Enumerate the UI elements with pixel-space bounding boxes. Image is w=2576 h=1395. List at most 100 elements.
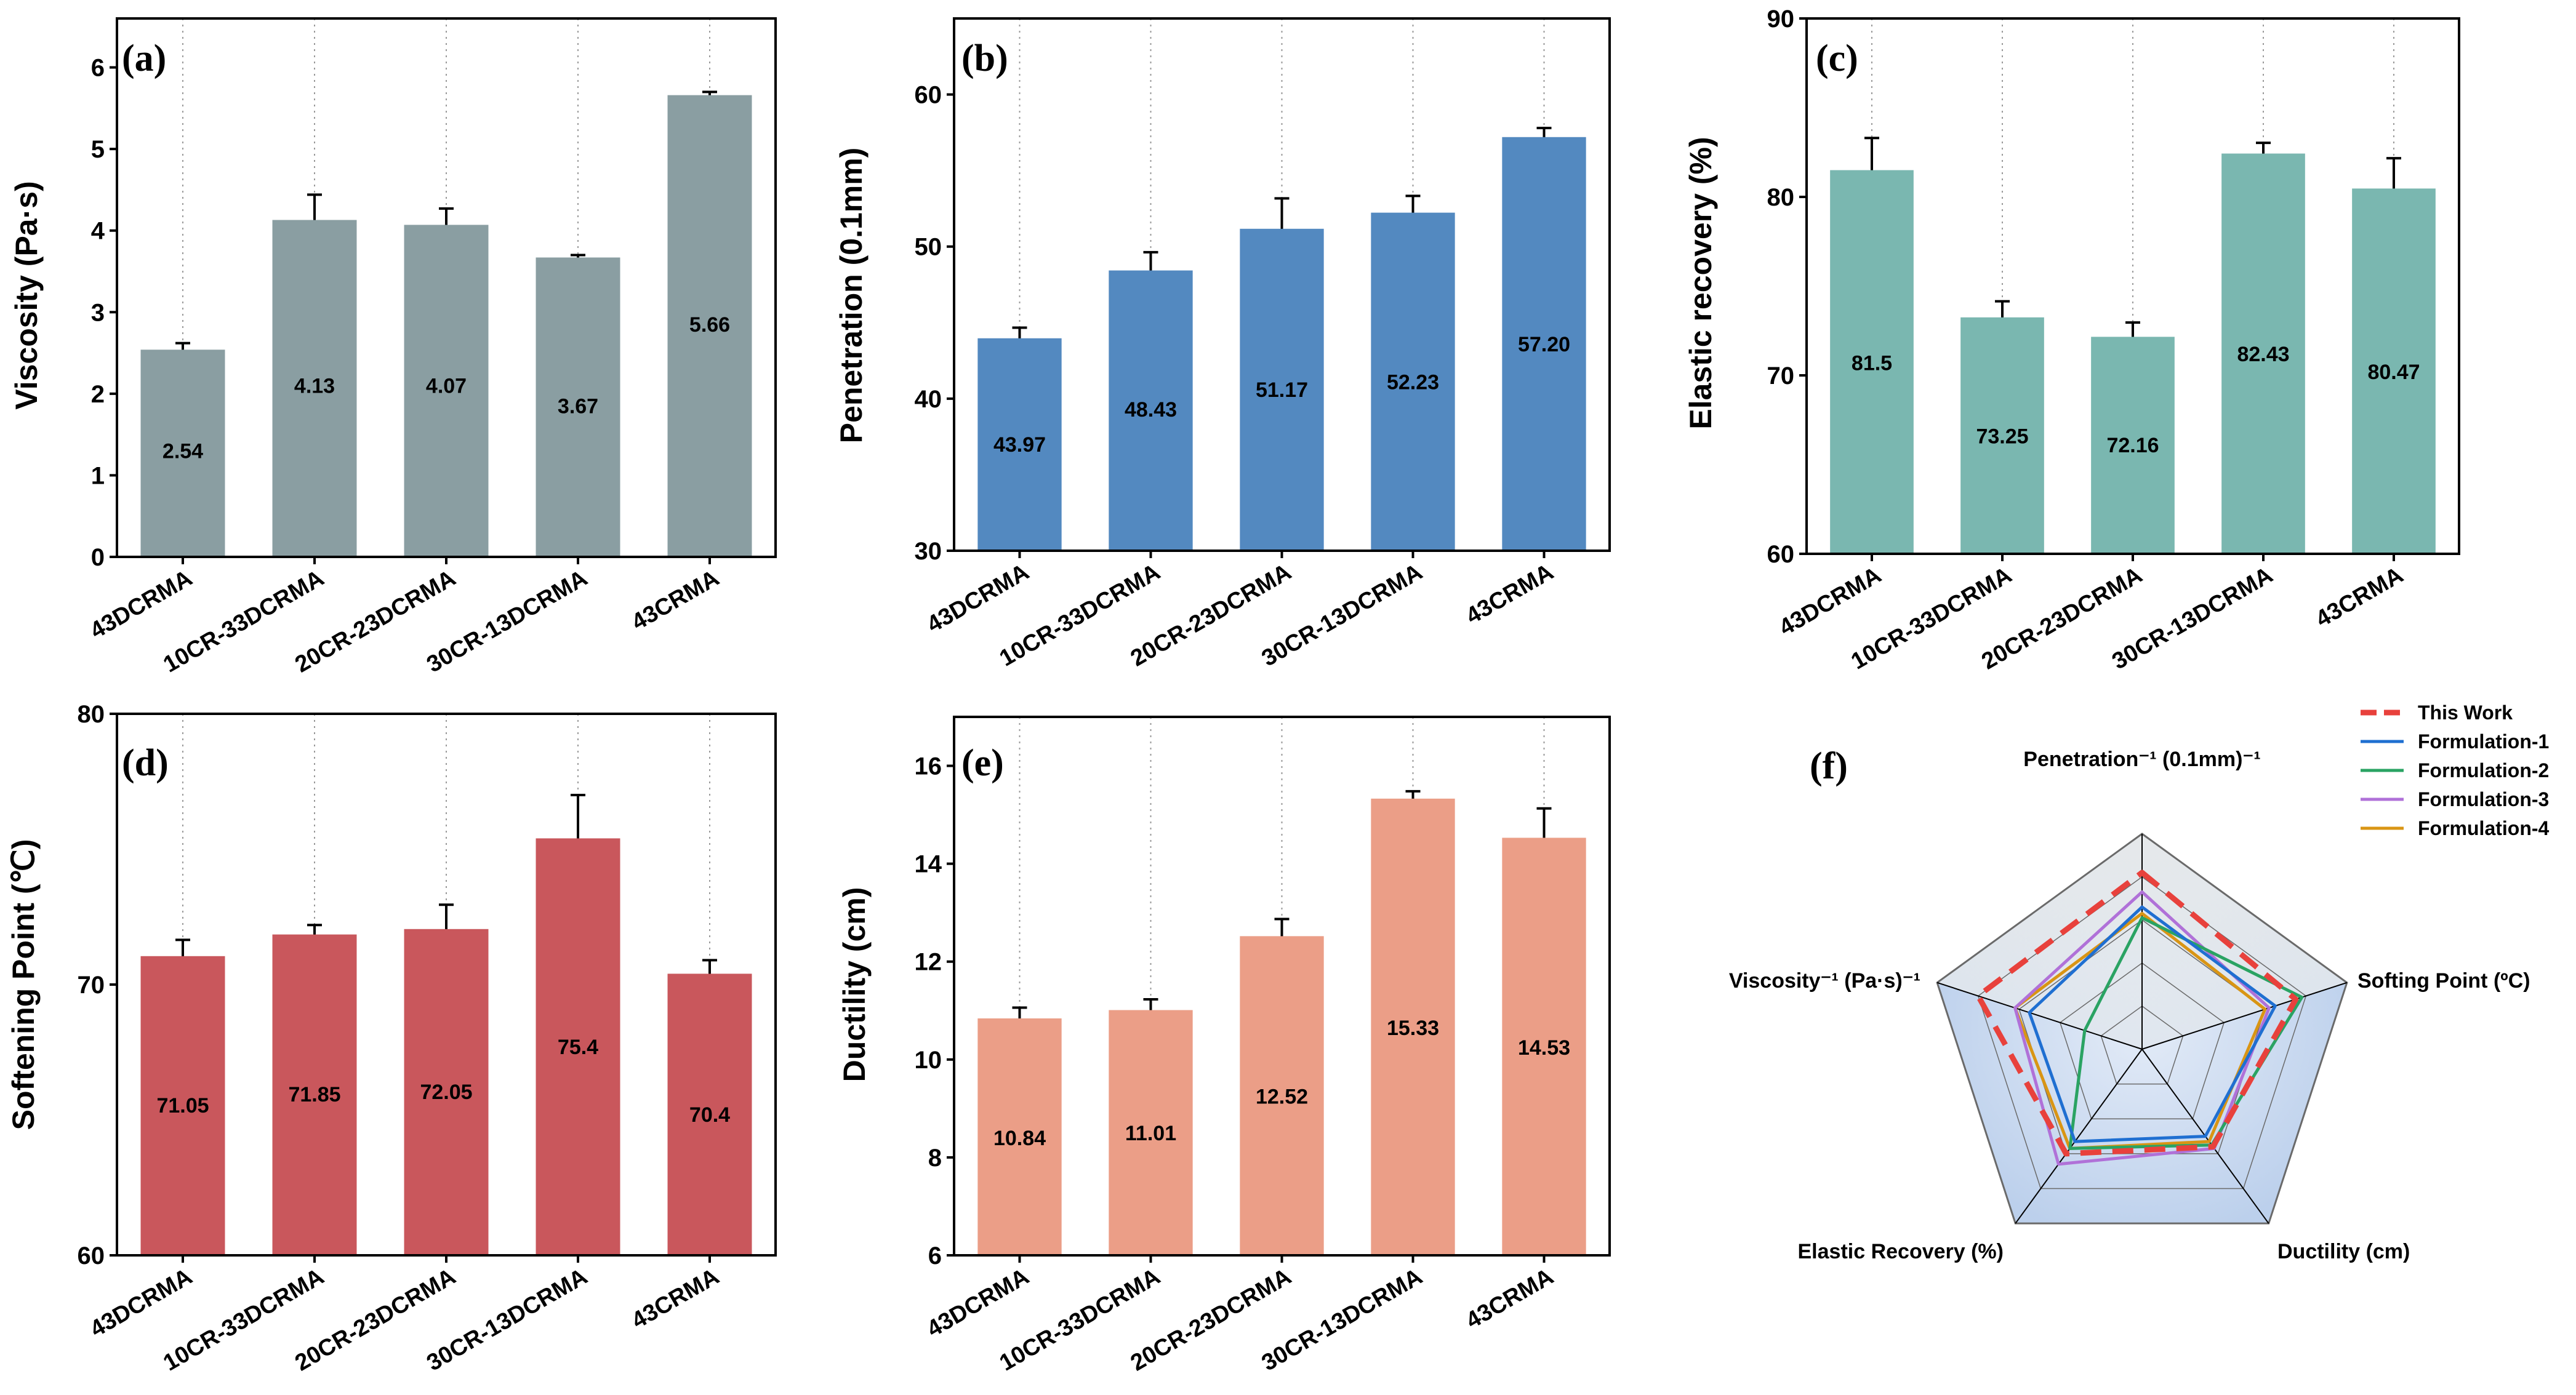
category-label: 43CRMA: [627, 1263, 723, 1333]
radar-axis-label: Viscosity⁻¹ (Pa·s)⁻¹: [1729, 969, 1920, 993]
y-axis-ticks: 60 70 80 90: [1767, 6, 2395, 568]
legend-label: Formulation-2: [2418, 759, 2549, 781]
bar: [2221, 153, 2305, 554]
category-label: 43DCRMA: [923, 1263, 1033, 1342]
y-axis-ticks: 6 8 10 12 14 16: [915, 753, 1546, 1269]
panel-label: (f): [1810, 745, 1848, 787]
bar: [2352, 188, 2436, 554]
panel-label: (d): [122, 742, 169, 784]
bars: [977, 137, 1586, 551]
y-tick-label: 10: [915, 1047, 942, 1074]
bar: [272, 220, 357, 557]
bar: [1109, 1010, 1193, 1255]
value-label: 43.97: [993, 433, 1046, 457]
value-label: 48.43: [1125, 398, 1177, 422]
value-label: 70.4: [689, 1103, 730, 1127]
value-labels: 43.97 48.43 51.17 52.23 57.20: [993, 333, 1570, 457]
y-tick-label: 80: [1767, 184, 1795, 211]
panel-c: 60 70 80 90 43DCRMA10CR-33DCRMA20CR-23DCRMA…: [1683, 6, 2460, 675]
panel-e: 6 8 10 12 14 16 43DCRMA10CR-33DCRMA20CR-23DCR…: [837, 716, 1611, 1377]
y-tick-label: 12: [915, 949, 942, 976]
value-label: 15.33: [1387, 1017, 1439, 1040]
radar-ring: [2100, 1005, 2184, 1085]
bars: [140, 95, 752, 558]
panel-b: 30 40 50 60 43DCRMA10CR-33DCRMA20CR-23DCRMA…: [834, 17, 1611, 672]
y-axis-label: Viscosity (Pa·s): [9, 181, 44, 409]
value-label: 4.07: [426, 375, 467, 398]
value-label: 82.43: [2237, 343, 2289, 366]
category-label: 43CRMA: [627, 565, 723, 635]
y-axis-label: Penetration (0.1mm): [834, 148, 869, 444]
value-label: 5.66: [689, 313, 730, 337]
panel-f: Penetration⁻¹ (0.1mm)⁻¹ Softing Point (ºC…: [1729, 701, 2550, 1263]
bar: [667, 95, 752, 557]
bar: [140, 350, 225, 557]
bar: [1371, 212, 1455, 551]
y-tick-label: 3: [91, 299, 105, 326]
value-labels: 10.84 11.01 12.52 15.33 14.53: [993, 1017, 1570, 1150]
radar-grid: [1936, 833, 2348, 1225]
bars: [977, 798, 1586, 1255]
y-tick-label: 90: [1767, 6, 1795, 33]
value-label: 10.84: [993, 1127, 1046, 1150]
bar: [1502, 837, 1586, 1255]
bar: [404, 225, 489, 558]
value-label: 81.5: [1852, 352, 1892, 375]
bar: [667, 973, 752, 1255]
bar: [1109, 270, 1193, 551]
category-label: 43DCRMA: [923, 559, 1033, 638]
bar: [2091, 337, 2175, 554]
y-tick-label: 70: [78, 972, 105, 999]
y-tick-label: 70: [1767, 362, 1795, 390]
bars: [140, 838, 752, 1255]
value-label: 71.05: [156, 1094, 209, 1117]
y-axis-ticks: 30 40 50 60: [915, 82, 1546, 565]
category-label: 43CRMA: [1462, 1263, 1558, 1333]
y-tick-label: 60: [78, 1242, 105, 1269]
value-label: 3.67: [558, 395, 598, 418]
value-labels: 81.5 73.25 72.16 82.43 80.47: [1852, 343, 2420, 457]
radar-series-line: [2013, 890, 2271, 1166]
radar-axis-label: Softing Point (ºC): [2357, 969, 2530, 993]
x-axis-categories: 43DCRMA10CR-33DCRMA20CR-23DCRMA30CR-13DC…: [1775, 562, 2407, 674]
category-label: 43DCRMA: [1775, 562, 1885, 641]
value-label: 52.23: [1387, 371, 1439, 394]
bar: [140, 956, 225, 1255]
radar-spoke: [2141, 981, 2348, 1050]
value-labels: 2.54 4.13 4.07 3.67 5.66: [163, 313, 730, 463]
radar-spoke: [2015, 1049, 2143, 1224]
value-label: 12.52: [1256, 1085, 1308, 1108]
bar: [1830, 170, 1914, 554]
radar-axis-label: Ductility (cm): [2277, 1240, 2410, 1263]
radar-ring: [1936, 833, 2348, 1225]
value-label: 71.85: [288, 1083, 340, 1106]
bars: [1830, 153, 2436, 554]
bar: [1240, 936, 1324, 1255]
value-label: 72.05: [420, 1081, 472, 1104]
x-axis-categories: 43DCRMA10CR-33DCRMA20CR-23DCRMA30CR-13DC…: [86, 565, 723, 678]
bar: [536, 838, 620, 1255]
x-axis-categories: 43DCRMA10CR-33DCRMA20CR-23DCRMA30CR-13DC…: [86, 1263, 723, 1376]
y-tick-label: 50: [915, 234, 942, 261]
y-tick-label: 40: [915, 386, 942, 413]
legend-label: This Work: [2418, 701, 2513, 724]
legend-label: Formulation-1: [2418, 730, 2549, 753]
y-axis-ticks: 60 70 80: [78, 701, 711, 1269]
category-label: 43DCRMA: [86, 1263, 196, 1342]
y-axis-ticks: 0 1 2 3 4 5 6: [91, 55, 711, 571]
y-tick-label: 4: [91, 218, 105, 245]
legend: This Work Formulation-1 Formulation-2 Formu…: [2361, 701, 2550, 839]
category-label: 43CRMA: [2311, 562, 2407, 632]
y-axis-label: Ductility (cm): [837, 887, 872, 1082]
value-label: 2.54: [163, 440, 203, 463]
bar: [977, 338, 1062, 551]
bar: [404, 929, 489, 1255]
legend-label: Formulation-3: [2418, 788, 2549, 810]
category-label: 43CRMA: [1462, 559, 1558, 629]
radar-series-line: [2013, 912, 2267, 1150]
bar: [1371, 798, 1455, 1255]
bar: [536, 257, 620, 557]
y-tick-label: 80: [78, 701, 105, 728]
value-label: 72.16: [2106, 434, 2159, 457]
